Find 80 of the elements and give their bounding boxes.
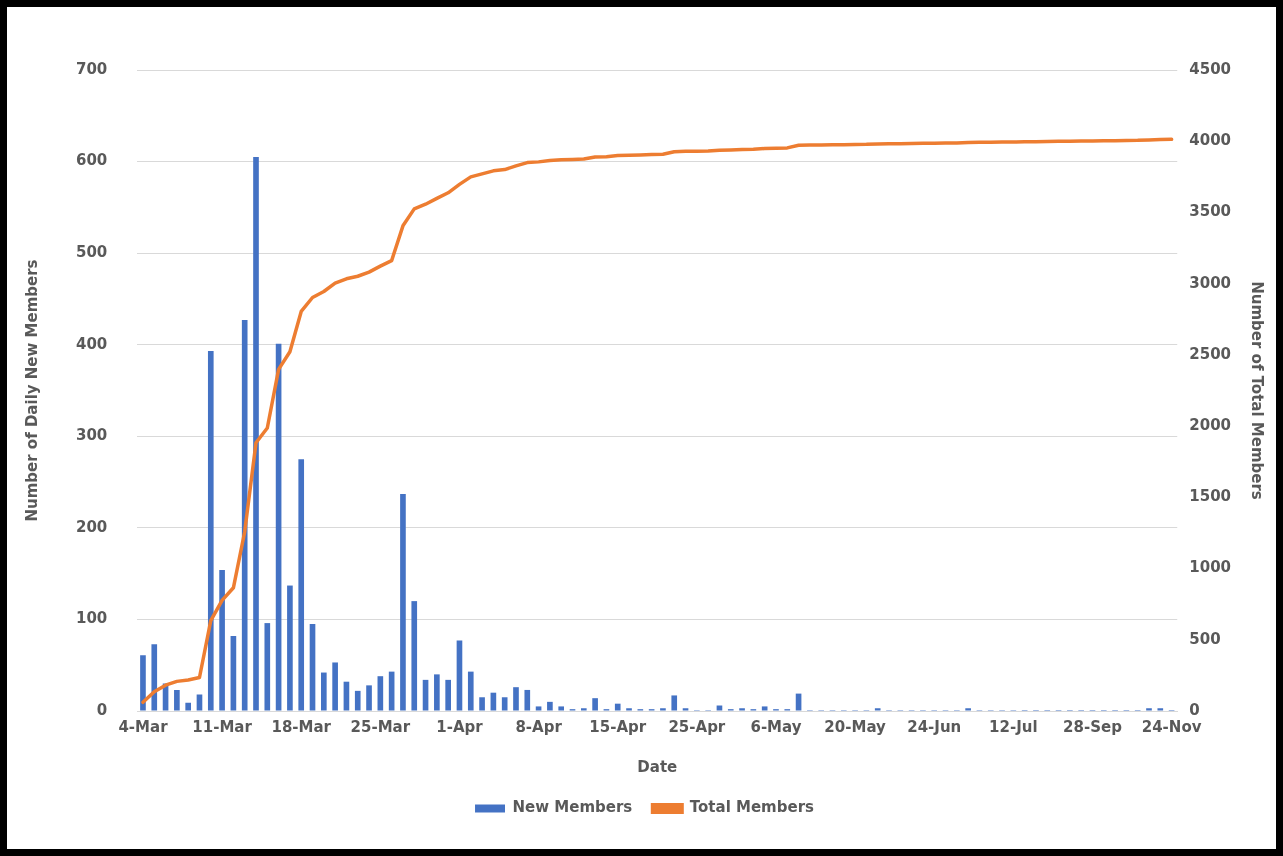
y-tick-label: 500 xyxy=(76,243,108,262)
bar xyxy=(558,706,565,711)
bar xyxy=(264,623,271,711)
bar xyxy=(761,706,768,711)
x-tick-label: 15-Apr xyxy=(589,717,647,736)
y-axis-title: Number of Daily New Members xyxy=(22,259,41,522)
y2-tick-label: 0 xyxy=(1189,700,1200,719)
x-tick-label: 18-Mar xyxy=(271,717,332,736)
x-tick-label: 1-Apr xyxy=(436,717,484,736)
y2-tick-label: 2000 xyxy=(1189,416,1231,434)
bar xyxy=(614,703,621,711)
bar xyxy=(1146,708,1152,711)
x-tick-label: 25-Apr xyxy=(668,717,726,736)
x-axis-title: Date xyxy=(637,757,678,776)
y2-tick-label: 4500 xyxy=(1189,59,1231,78)
y2-tick-label: 2500 xyxy=(1189,344,1231,363)
y-tick-label: 600 xyxy=(76,151,108,170)
y-tick-label: 100 xyxy=(76,609,108,628)
bar xyxy=(467,671,474,711)
bar xyxy=(151,644,158,711)
x-tick-label: 28-Sep xyxy=(1063,717,1123,736)
bar xyxy=(219,569,225,711)
y2-tick-label: 1000 xyxy=(1189,558,1231,577)
bar xyxy=(671,695,678,711)
bar xyxy=(298,459,305,711)
x-tick-label: 11-Mar xyxy=(192,717,253,736)
bar xyxy=(287,585,293,711)
bar xyxy=(377,676,384,711)
y2-tick-label: 4000 xyxy=(1189,131,1231,150)
y-tick-label: 0 xyxy=(96,700,108,719)
x-tick-label: 20-May xyxy=(824,717,887,736)
bar xyxy=(965,708,971,711)
x-tick-label: 4-Mar xyxy=(118,717,169,736)
bar xyxy=(592,698,598,711)
bar xyxy=(434,674,440,711)
bar xyxy=(660,708,666,711)
bar xyxy=(174,689,180,711)
bar xyxy=(411,601,418,711)
bar xyxy=(682,708,689,711)
legend-label: New Members xyxy=(512,798,633,817)
y2-tick-label: 3500 xyxy=(1189,202,1231,221)
y2-tick-label: 500 xyxy=(1189,629,1221,648)
x-tick-label: 25-Mar xyxy=(350,717,411,736)
bar xyxy=(207,351,214,711)
y-tick-label: 300 xyxy=(76,426,108,445)
bar xyxy=(501,697,508,711)
bar xyxy=(321,672,327,711)
y2-tick-label: 1500 xyxy=(1189,487,1231,506)
bar xyxy=(513,687,519,711)
x-tick-label: 24-Jun xyxy=(907,717,962,736)
bar xyxy=(445,679,451,711)
bar xyxy=(366,685,372,711)
y2-axis-title: Number of Total Members xyxy=(1248,281,1267,500)
bar xyxy=(524,689,531,711)
bar xyxy=(535,706,542,711)
x-tick-label: 24-Nov xyxy=(1141,717,1202,736)
bar xyxy=(400,493,406,711)
x-tick-label: 8-Apr xyxy=(515,717,563,736)
bar xyxy=(626,708,632,711)
y-tick-label: 200 xyxy=(76,517,108,536)
bar xyxy=(874,708,881,711)
bar xyxy=(547,701,553,711)
bar xyxy=(422,679,429,711)
bar xyxy=(185,702,191,711)
legend-label: Total Members xyxy=(689,798,815,817)
bar xyxy=(241,319,248,711)
bar xyxy=(739,708,745,711)
bar xyxy=(1157,708,1164,711)
bar xyxy=(354,690,361,711)
y-tick-label: 700 xyxy=(76,59,108,78)
bar xyxy=(580,708,587,711)
bar xyxy=(479,697,485,711)
bar xyxy=(140,655,146,711)
x-tick-label: 12-Jul xyxy=(989,717,1038,736)
bar xyxy=(253,156,259,711)
bar xyxy=(456,640,463,711)
y2-tick-label: 3000 xyxy=(1189,273,1231,292)
x-tick-label: 6-May xyxy=(750,717,802,736)
y-tick-label: 400 xyxy=(76,334,108,353)
bar xyxy=(332,662,338,711)
